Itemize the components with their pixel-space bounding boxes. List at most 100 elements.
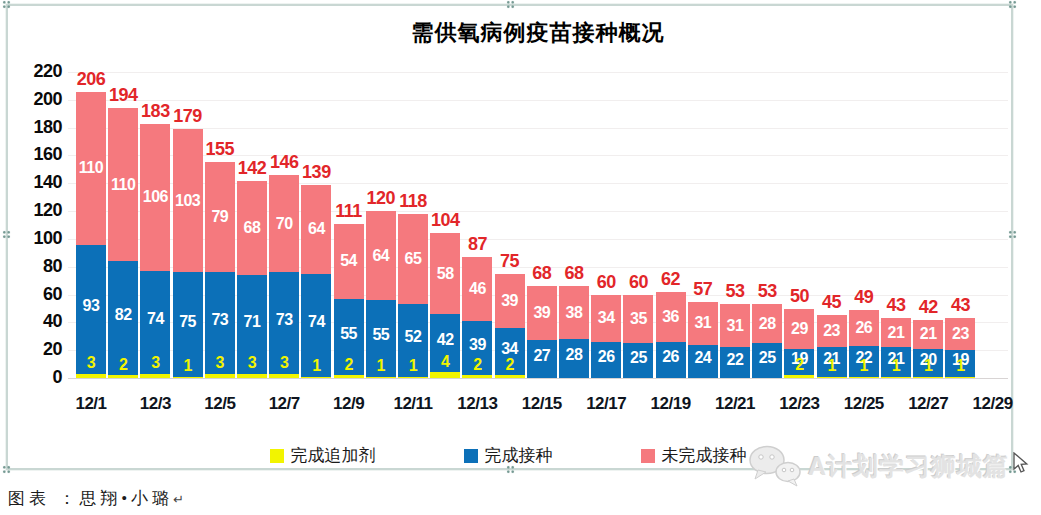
label-unvaccinated-12/16: 38 (559, 304, 589, 322)
legend-label-0: 完成追加剂 (291, 444, 376, 467)
bar-12/26: 21211 (881, 318, 911, 378)
label-unvaccinated-12/14: 39 (495, 292, 525, 310)
bar-12/11: 65521 (398, 214, 428, 378)
bar-12/2: 110822 (108, 108, 138, 378)
gridline-200 (68, 100, 1008, 101)
segment-booster-12/27 (913, 377, 943, 378)
label-vaccinated-12/17: 26 (591, 348, 621, 366)
bar-12/13: 46392 (462, 257, 492, 378)
segment-booster-12/2 (108, 375, 138, 378)
label-vaccinated-12/10: 55 (366, 326, 396, 344)
segment-booster-12/12 (430, 372, 460, 378)
watermark: A计划学习狮城篇 (748, 444, 1009, 488)
label-unvaccinated-12/19: 36 (656, 308, 686, 326)
legend-item-0: 完成追加剂 (270, 444, 376, 467)
segment-booster-12/3 (140, 374, 170, 378)
y-tick-180: 180 (0, 117, 62, 138)
label-unvaccinated-12/28: 23 (945, 325, 975, 343)
y-tick-200: 200 (0, 89, 62, 110)
label-unvaccinated-12/26: 21 (881, 324, 911, 342)
y-tick-0: 0 (0, 367, 62, 388)
credit-text: 图表 ：思翔•小璐 (8, 489, 173, 508)
label-unvaccinated-12/7: 70 (269, 215, 299, 233)
y-tick-80: 80 (0, 256, 62, 277)
label-booster-12/2: 2 (108, 356, 138, 374)
label-booster-12/14: 2 (495, 356, 525, 374)
label-unvaccinated-12/13: 46 (462, 280, 492, 298)
bar-12/14: 39342 (495, 274, 525, 378)
bar-12/24: 23211 (817, 315, 847, 378)
bar-12/23: 29192 (784, 309, 814, 379)
wechat-icon (748, 444, 802, 488)
mouse-cursor-icon (1012, 452, 1030, 474)
x-tick-12/25: 12/25 (832, 394, 896, 414)
bar-12/25: 26221 (849, 310, 879, 378)
label-unvaccinated-12/24: 23 (817, 322, 847, 340)
y-tick-100: 100 (0, 228, 62, 249)
label-booster-12/8: 1 (301, 357, 331, 375)
total-label-12/28: 43 (939, 295, 981, 316)
label-booster-12/9: 2 (334, 356, 364, 374)
y-tick-60: 60 (0, 284, 62, 305)
y-tick-120: 120 (0, 200, 62, 221)
gridline-220 (68, 72, 1008, 73)
plot-area: 0204060801001201401601802002201109332061… (0, 0, 1041, 515)
bar-12/19: 36 26 (656, 292, 686, 378)
label-vaccinated-12/21: 22 (720, 351, 750, 369)
legend-swatch-0 (270, 449, 284, 463)
gridline-180 (68, 128, 1008, 129)
x-tick-12/11: 12/11 (381, 394, 445, 414)
segment-booster-12/24 (817, 377, 847, 378)
label-unvaccinated-12/5: 79 (205, 208, 235, 226)
legend-swatch-2 (641, 449, 655, 463)
label-booster-12/5: 3 (205, 354, 235, 372)
segment-booster-12/26 (881, 377, 911, 378)
label-vaccinated-12/16: 28 (559, 346, 589, 364)
label-booster-12/26: 1 (881, 357, 911, 375)
y-tick-140: 140 (0, 172, 62, 193)
bar-12/17: 3426 (591, 295, 621, 379)
y-tick-40: 40 (0, 311, 62, 332)
bar-12/4: 103751 (173, 129, 203, 378)
label-unvaccinated-12/22: 28 (752, 315, 782, 333)
bar-12/5: 79 73 3 (205, 162, 235, 378)
segment-booster-12/7 (269, 374, 299, 378)
bar-12/21: 3122 (720, 304, 750, 378)
total-label-12/12: 104 (424, 210, 466, 231)
segment-booster-12/9 (334, 375, 364, 378)
bar-12/28: 23191 (945, 318, 975, 378)
label-vaccinated-12/15: 27 (527, 347, 557, 365)
label-unvaccinated-12/27: 21 (913, 325, 943, 343)
label-unvaccinated-12/3: 106 (140, 188, 170, 206)
label-unvaccinated-12/18: 35 (623, 310, 653, 328)
segment-booster-12/4 (173, 377, 203, 378)
label-unvaccinated-12/12: 58 (430, 265, 460, 283)
label-booster-12/6: 3 (237, 354, 267, 372)
label-booster-12/13: 2 (462, 356, 492, 374)
label-vaccinated-12/8: 74 (301, 313, 331, 331)
label-unvaccinated-12/6: 68 (237, 219, 267, 237)
bar-12/20: 3124 (688, 302, 718, 379)
segment-booster-12/10 (366, 377, 396, 378)
label-booster-12/23: 2 (784, 356, 814, 374)
legend-label-1: 完成接种 (485, 444, 553, 467)
bar-12/18: 3525 (623, 295, 653, 379)
label-unvaccinated-12/11: 65 (398, 250, 428, 268)
legend-swatch-1 (464, 449, 478, 463)
label-booster-12/1: 3 (76, 354, 106, 372)
x-tick-12/9: 12/9 (317, 394, 381, 414)
bar-12/15: 3927 (527, 286, 557, 378)
bar-12/27: 21201 (913, 320, 943, 378)
label-vaccinated-12/5: 73 (205, 311, 235, 329)
segment-booster-12/28 (945, 377, 975, 378)
x-tick-12/13: 12/13 (445, 394, 509, 414)
label-vaccinated-12/19: 26 (656, 348, 686, 366)
segment-booster-12/23 (784, 375, 814, 378)
label-booster-12/10: 1 (366, 357, 396, 375)
bar-12/9: 54552 (334, 224, 364, 378)
x-tick-12/7: 12/7 (252, 394, 316, 414)
label-booster-12/12: 4 (430, 353, 460, 371)
total-label-12/8: 139 (295, 162, 337, 183)
bar-12/10: 64551 (366, 211, 396, 378)
bar-12/6: 68713 (237, 181, 267, 379)
